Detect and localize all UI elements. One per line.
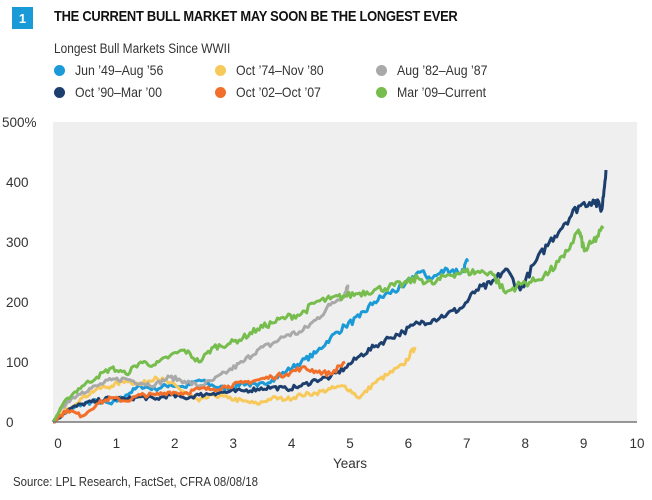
legend-label: Mar ’09–Current [397,84,487,100]
legend-item: Oct ’02–Oct ’07 [215,84,333,100]
y-axis-ticks: 0 100 200 300 400 500% [2,115,37,430]
y-tick-label: 500% [2,115,37,130]
x-axis-ticks: 0 1 2 3 4 5 6 7 8 9 10 [54,436,644,451]
chart-title: THE CURRENT BULL MARKET MAY SOON BE THE … [54,8,458,25]
series-line-5 [51,225,605,423]
x-axis-title: Years [333,456,367,471]
source-note: Source: LPL Research, FactSet, CFRA 08/0… [13,474,259,489]
x-tick-label: 1 [113,436,121,451]
chart-subtitle: Longest Bull Markets Since WWII [54,41,231,56]
legend-dot-icon [376,86,387,98]
legend-dot-icon [376,64,387,76]
legend-label: Jun ’49–Aug ’56 [75,62,164,78]
x-tick-label: 4 [288,436,296,451]
x-tick-label: 9 [580,436,588,451]
legend-item: Oct ’90–Mar ’00 [54,84,174,100]
series-line-2 [52,284,350,424]
x-tick-label: 0 [54,436,62,451]
series-line-1 [51,346,417,423]
legend-item: Oct ’74–Nov ’80 [215,62,336,78]
y-tick-label: 400 [6,175,29,190]
plot-area [53,122,637,422]
x-tick-label: 10 [629,436,644,451]
figure-number-badge: 1 [12,7,33,29]
legend-item: Mar ’09–Current [376,84,498,100]
legend-dot-icon [54,86,65,98]
x-tick-label: 3 [229,436,237,451]
x-tick-label: 2 [171,436,179,451]
x-tick-label: 7 [463,436,471,451]
y-tick-label: 0 [6,415,14,430]
legend-dot-icon [54,64,65,76]
legend-label: Oct ’74–Nov ’80 [236,62,324,78]
legend-dot-icon [215,86,226,98]
legend-item: Jun ’49–Aug ’56 [54,62,175,78]
legend-label: Oct ’02–Oct ’07 [236,84,321,100]
x-tick-label: 6 [405,436,413,451]
x-tick-label: 8 [521,436,529,451]
legend-dot-icon [215,64,226,76]
legend-label: Oct ’90–Mar ’00 [75,84,162,100]
series-layer [51,169,608,424]
legend-item: Aug ’82–Aug ’87 [376,62,500,78]
y-tick-label: 100 [6,355,29,370]
y-tick-label: 300 [6,235,29,250]
series-line-4 [53,360,346,424]
legend-label: Aug ’82–Aug ’87 [397,62,488,78]
y-tick-label: 200 [6,295,29,310]
x-tick-label: 5 [346,436,354,451]
